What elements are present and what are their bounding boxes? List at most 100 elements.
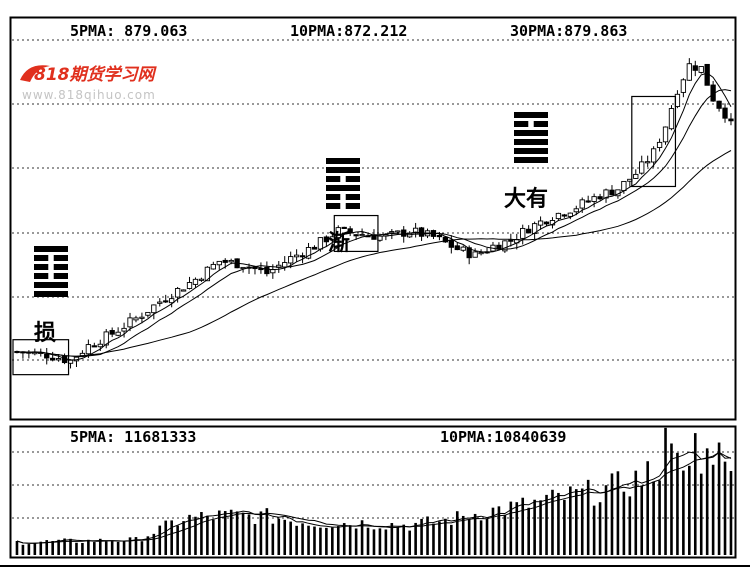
volume-bar	[717, 442, 721, 555]
volume-bar	[93, 542, 96, 555]
candle-body	[145, 311, 151, 316]
candle-body	[656, 141, 663, 148]
volume-bar	[450, 524, 453, 555]
volume-bar	[152, 533, 156, 555]
candle-body	[442, 236, 449, 243]
volume-bar	[325, 527, 328, 555]
candle-body	[121, 327, 127, 332]
volume-bar	[134, 537, 138, 555]
candle-body	[293, 254, 300, 258]
hexagram-broken-line	[345, 176, 360, 182]
candle-body	[115, 331, 121, 336]
moving-average-lines	[16, 72, 732, 361]
candle-body	[91, 345, 97, 348]
volume-bar	[408, 530, 411, 555]
hexagram-broken-line	[326, 176, 341, 182]
candle-body	[103, 331, 109, 346]
volume-bar	[539, 500, 542, 555]
volume-bar	[235, 511, 239, 555]
volume-bar	[390, 523, 394, 555]
candle-body	[311, 246, 318, 250]
volume-bar	[295, 525, 298, 555]
candle-body	[722, 107, 728, 119]
candle-body	[341, 226, 347, 229]
candle-body	[609, 189, 615, 196]
hexagram-broken-line	[53, 264, 68, 270]
candle-body	[299, 255, 306, 258]
volume-bar	[378, 528, 382, 555]
candle-body	[633, 173, 639, 179]
volume-bar	[354, 528, 358, 555]
candle-body	[347, 228, 353, 234]
candle-body	[192, 278, 199, 285]
pattern-highlights	[12, 95, 677, 376]
volume-bar	[229, 509, 233, 555]
volume-bar	[87, 539, 90, 555]
volume-bar	[461, 515, 465, 555]
candle-body	[692, 65, 698, 71]
candle-body	[282, 262, 288, 268]
volume-bar	[51, 541, 54, 555]
candle-body	[585, 200, 591, 203]
logo-swoosh-icon	[20, 65, 50, 82]
candle-body	[323, 236, 330, 243]
volume-bar	[33, 542, 37, 555]
candle-body	[508, 239, 514, 242]
volume-bar	[27, 544, 31, 555]
candle-body	[127, 317, 133, 328]
hexagram-broken-line	[345, 203, 360, 209]
candle-body	[668, 108, 675, 130]
volume-bar	[598, 502, 602, 555]
volume-bar	[75, 542, 78, 555]
volume-bar	[414, 522, 417, 555]
volume-bar	[664, 427, 667, 555]
volume-bar	[693, 433, 697, 555]
candle-body	[198, 278, 205, 281]
candle-body	[401, 229, 407, 237]
candle-body	[472, 251, 478, 258]
hexagram-solid-line	[514, 130, 548, 136]
volume-bar	[622, 491, 626, 555]
hexagram-name: 大有	[504, 186, 548, 212]
volume-bar	[688, 465, 691, 555]
hexagram-solid-line	[34, 282, 68, 288]
volume-bar	[372, 529, 376, 555]
highlight-box	[12, 339, 70, 376]
candle-body	[133, 317, 139, 321]
volume-bar	[45, 540, 49, 555]
candle-body	[728, 118, 734, 122]
candle-body	[686, 63, 692, 81]
volume-bar	[289, 521, 292, 555]
candle-body	[288, 256, 294, 264]
volume-bar	[104, 541, 108, 555]
volume-bar	[122, 541, 126, 555]
candle-body	[650, 148, 657, 163]
hexagram-solid-line	[34, 246, 68, 252]
volume-bar	[301, 523, 304, 555]
volume-bar	[479, 520, 483, 555]
candle-body	[305, 247, 312, 259]
candle-body	[85, 344, 92, 355]
volume-ma10-label: 10PMA:10840639	[440, 428, 566, 446]
volume-bar	[182, 521, 185, 555]
hexagram-broken-line	[514, 121, 529, 127]
highlight-box	[333, 214, 379, 253]
hexagram-solid-line	[326, 158, 360, 164]
hexagram-symbols: 损 渐 大有	[34, 112, 548, 346]
volume-bar	[569, 486, 572, 555]
volume-bar	[57, 539, 60, 555]
volume-bar	[676, 452, 679, 555]
candle-body	[526, 228, 532, 234]
candle-body	[520, 227, 526, 239]
volume-bar	[277, 518, 281, 555]
candle-body	[163, 300, 169, 303]
volume-bar	[586, 479, 590, 555]
candle-body	[109, 330, 115, 335]
candle-body	[180, 289, 187, 292]
volume-bar	[223, 511, 227, 555]
volume-bar	[212, 519, 215, 555]
volume-bar	[63, 538, 66, 555]
volume-bar	[432, 523, 435, 555]
candle-body	[61, 356, 68, 364]
candle-body	[139, 316, 145, 319]
